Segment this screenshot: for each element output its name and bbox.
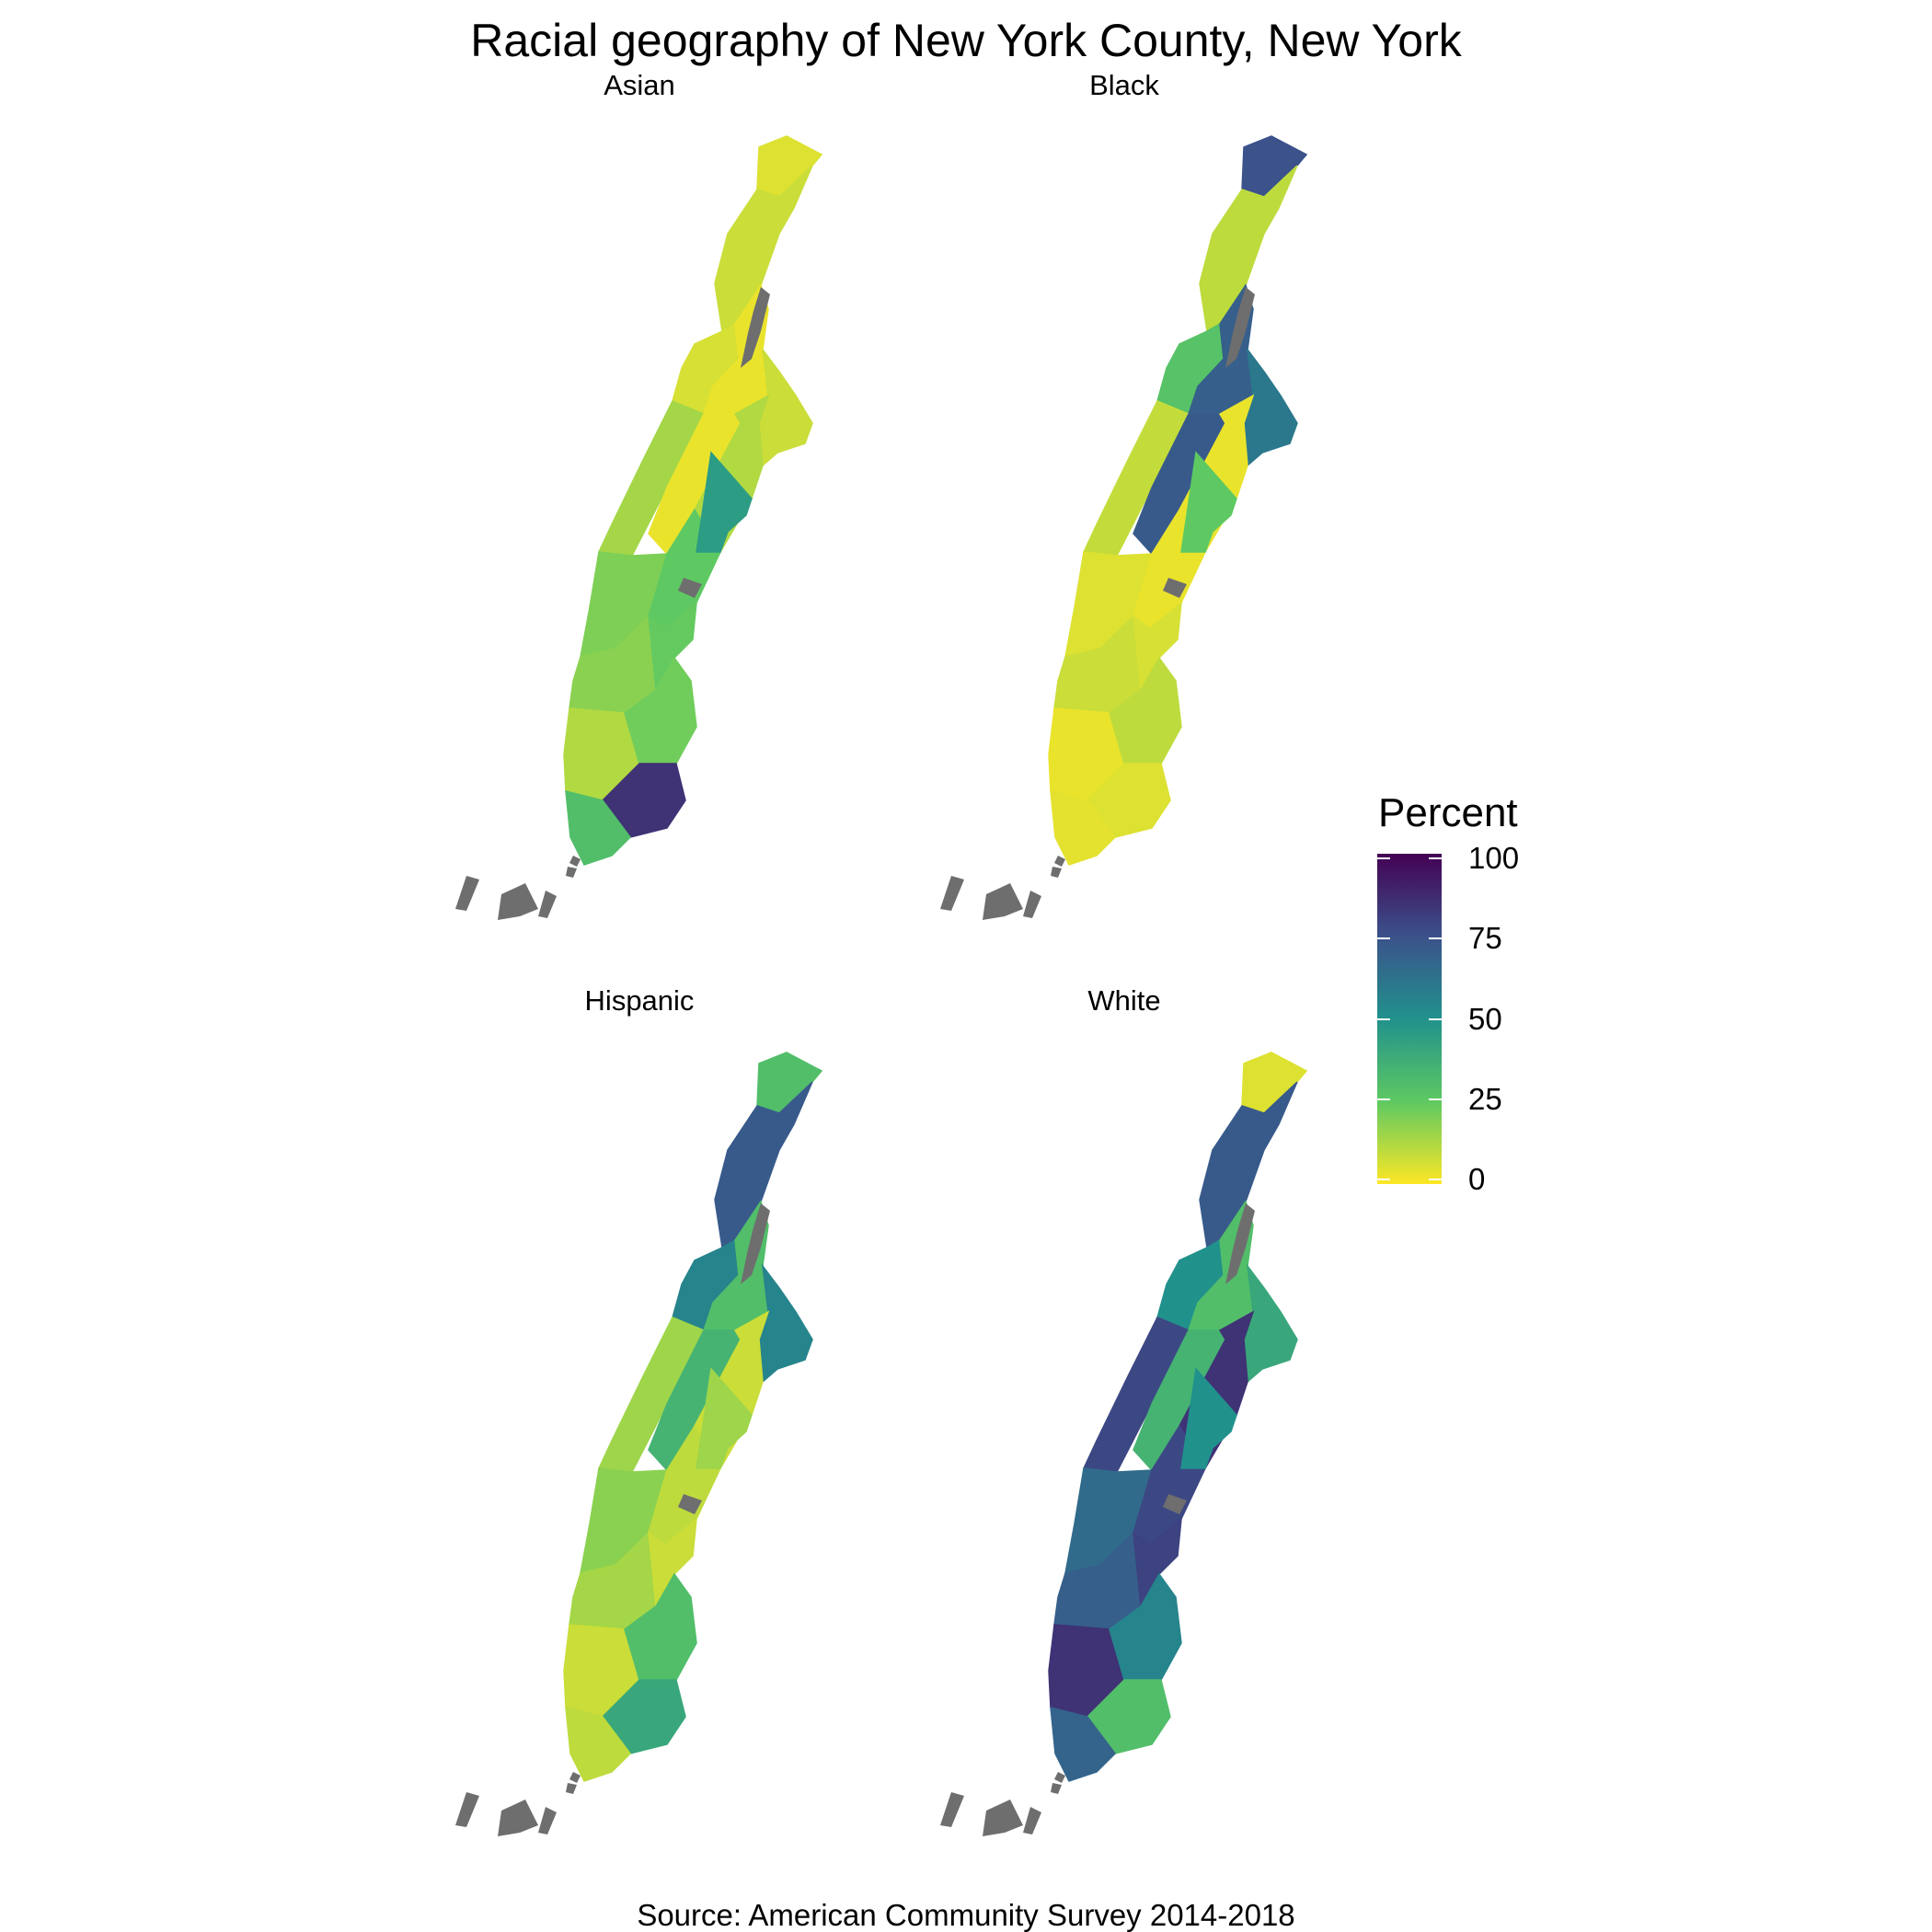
facet-map-white (903, 1036, 1419, 1882)
tract-region-financial-district (1050, 1707, 1116, 1782)
missing-data-region (455, 876, 479, 911)
missing-data-region (1054, 1772, 1065, 1783)
source-caption: Source: American Community Survey 2014-2… (637, 1898, 1295, 1932)
facet-map-asian (419, 120, 934, 966)
missing-data-region (1054, 856, 1065, 867)
missing-data-region (538, 1807, 557, 1834)
legend-tick-label: 75 (1468, 921, 1502, 955)
missing-data-region (1225, 1203, 1255, 1284)
missing-data-region (1023, 1807, 1041, 1834)
tract-region-roosevelt (1180, 451, 1237, 553)
missing-data-region (678, 578, 702, 598)
facet-map-hispanic (419, 1036, 934, 1882)
legend-tick-label: 25 (1468, 1082, 1502, 1116)
tract-region-financial-district (1050, 790, 1116, 866)
legend-tick-label: 0 (1468, 1162, 1486, 1196)
map-svg (455, 1052, 823, 1836)
tract-region-east-harlem (1243, 1263, 1298, 1384)
facet-label-asian: Asian (604, 69, 675, 101)
tract-region-roosevelt (696, 451, 753, 553)
tract-region-east-harlem (758, 347, 813, 467)
legend-title: Percent (1378, 790, 1518, 835)
facet-label-white: White (1087, 984, 1161, 1017)
missing-data-region (983, 883, 1023, 920)
facet-label-hispanic: Hispanic (584, 984, 695, 1017)
missing-data-region (983, 1800, 1023, 1836)
chart-title: Racial geography of New York County, New… (470, 15, 1462, 66)
missing-data-region (1225, 287, 1255, 368)
missing-data-region (569, 856, 581, 867)
missing-data-region (940, 1792, 964, 1827)
tract-region-east-harlem (1243, 347, 1298, 467)
missing-data-region (569, 1772, 581, 1783)
missing-data-region (566, 1783, 577, 1794)
missing-data-region (1051, 867, 1062, 878)
facet-map-black (903, 120, 1419, 966)
map-svg (940, 1052, 1308, 1836)
facet-label-black: Black (1089, 69, 1159, 101)
missing-data-region (455, 1792, 479, 1827)
map-svg (455, 135, 823, 920)
map-svg (940, 135, 1308, 920)
missing-data-region (1023, 891, 1041, 918)
legend-tick-label: 50 (1468, 1002, 1502, 1036)
missing-data-region (678, 1494, 702, 1514)
missing-data-region (1051, 1783, 1062, 1794)
tract-region-financial-district (565, 1707, 631, 1782)
missing-data-region (940, 876, 964, 911)
legend-colorbar (1377, 854, 1442, 1184)
tract-region-roosevelt (1180, 1367, 1237, 1469)
missing-data-region (498, 883, 538, 920)
legend-tick-label: 100 (1468, 841, 1520, 875)
tract-region-roosevelt (696, 1367, 753, 1469)
tract-region-east-harlem (758, 1263, 813, 1384)
missing-data-region (741, 287, 770, 368)
missing-data-region (566, 867, 577, 878)
missing-data-region (1163, 578, 1187, 598)
missing-data-region (741, 1203, 770, 1284)
tract-region-financial-district (565, 790, 631, 866)
missing-data-region (1163, 1494, 1187, 1514)
missing-data-region (538, 891, 557, 918)
missing-data-region (498, 1800, 538, 1836)
